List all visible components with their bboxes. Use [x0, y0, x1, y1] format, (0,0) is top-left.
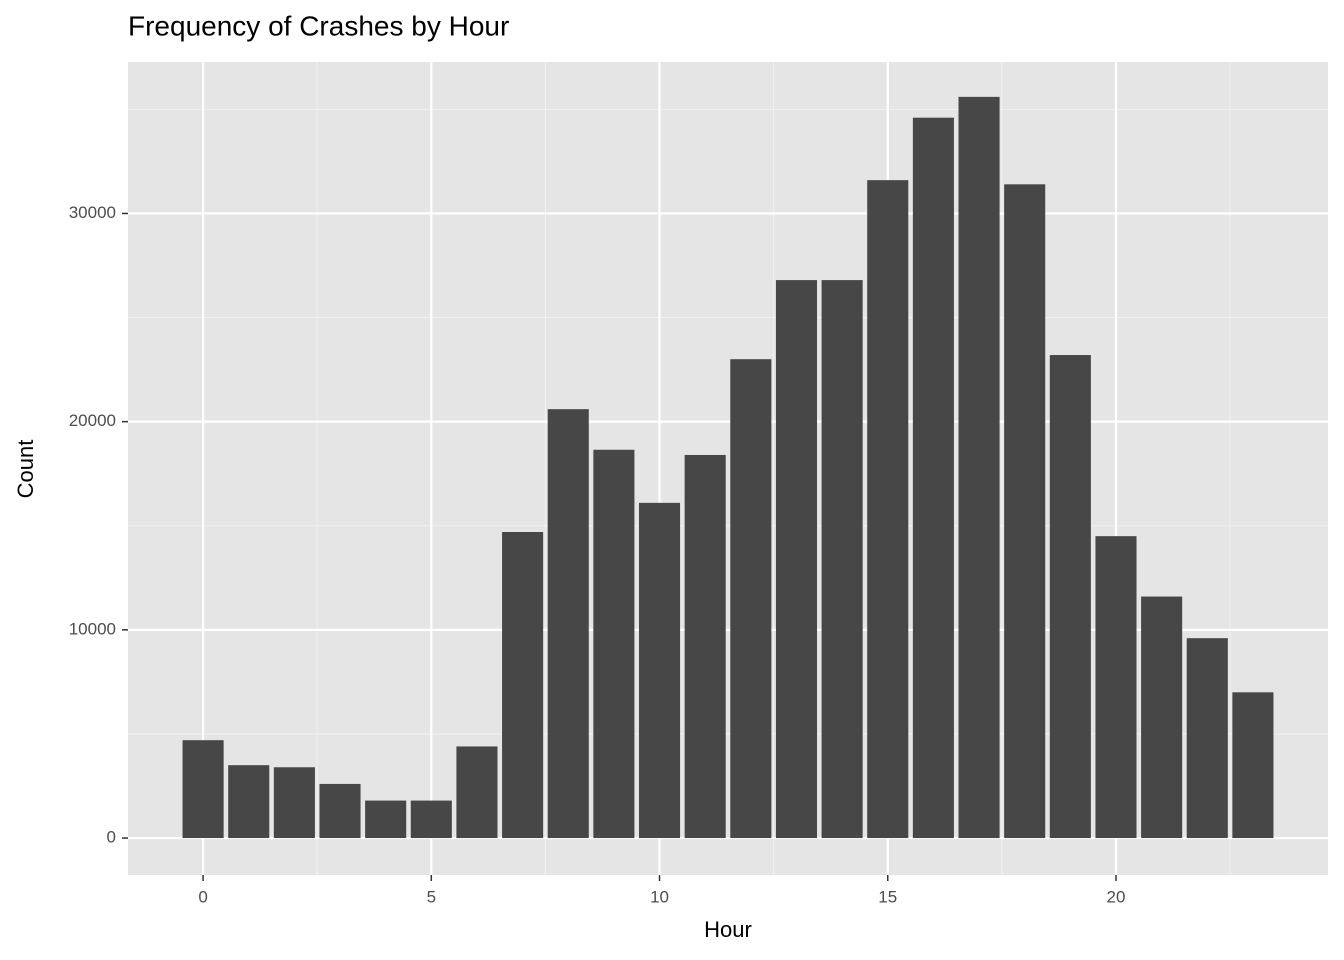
y-tick-label: 20000 — [69, 411, 116, 430]
x-tick-label: 20 — [1107, 887, 1126, 906]
bar — [958, 96, 1000, 839]
bar — [547, 409, 589, 839]
bar — [456, 746, 498, 839]
bar — [912, 117, 954, 839]
bar — [1232, 692, 1274, 839]
bar — [684, 454, 726, 839]
bar — [1004, 184, 1046, 839]
bar — [273, 767, 315, 839]
x-tick-label: 10 — [650, 887, 669, 906]
bar — [228, 765, 270, 839]
bar — [730, 359, 772, 839]
x-axis-title: Hour — [704, 917, 752, 942]
bar — [1049, 355, 1091, 839]
bar — [319, 783, 361, 839]
x-tick-label: 0 — [198, 887, 207, 906]
bar — [638, 502, 681, 839]
bar — [1141, 596, 1183, 839]
y-tick-label: 10000 — [69, 619, 116, 638]
x-tick-label: 15 — [878, 887, 897, 906]
chart-title: Frequency of Crashes by Hour — [128, 10, 509, 41]
y-tick-label: 30000 — [69, 203, 116, 222]
bar — [182, 740, 224, 839]
bar — [775, 280, 818, 839]
y-tick-label: 0 — [107, 828, 116, 847]
x-tick-label: 5 — [427, 887, 436, 906]
bar — [593, 449, 635, 839]
y-axis-title: Count — [13, 440, 38, 499]
bar — [1095, 536, 1137, 839]
bar — [1186, 638, 1228, 839]
bar — [365, 800, 407, 839]
bar — [867, 180, 909, 839]
bar — [502, 531, 544, 839]
bar — [410, 800, 452, 839]
bar — [821, 280, 863, 839]
